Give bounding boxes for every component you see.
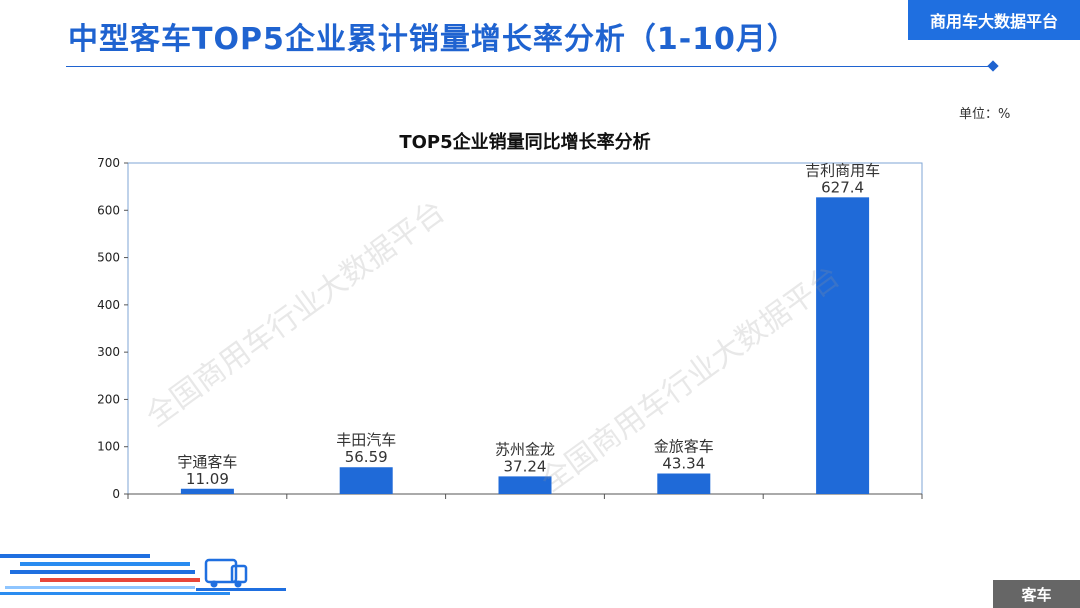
chart-title: TOP5企业销量同比增长率分析 [399,132,651,153]
y-tick-label: 400 [97,298,120,312]
footer-tag: 客车 [993,580,1080,608]
y-tick-label: 300 [97,345,120,359]
bar-value-label: 37.24 [504,457,547,475]
y-tick-label: 200 [97,392,120,406]
unit-label: 单位：% [959,107,1011,122]
y-tick-label: 100 [97,440,120,454]
y-tick-label: 600 [97,203,120,217]
title-divider [66,66,993,67]
page-title: 中型客车TOP5企业累计销量增长率分析（1-10月） [68,22,798,57]
bar [816,197,870,495]
bar-value-label: 11.09 [186,470,229,488]
bar-category-label: 苏州金龙 [495,440,555,458]
platform-badge: 商用车大数据平台 [908,0,1080,40]
bar-category-label: 金旅客车 [654,438,714,456]
bar [498,476,552,494]
bar [180,488,234,494]
bar-category-label: 丰田汽车 [336,431,396,449]
y-tick-label: 500 [97,251,120,265]
bar-category-label: 吉利商用车 [805,161,880,179]
bar [657,473,711,494]
bar-value-label: 627.4 [821,178,864,196]
y-tick-label: 0 [112,487,120,501]
bar [339,467,393,494]
bar-value-label: 43.34 [662,455,705,473]
bar-category-label: 宇通客车 [177,453,237,471]
y-tick-label: 700 [97,156,120,170]
truck-logo-icon [0,554,286,595]
bar-value-label: 56.59 [345,448,388,466]
